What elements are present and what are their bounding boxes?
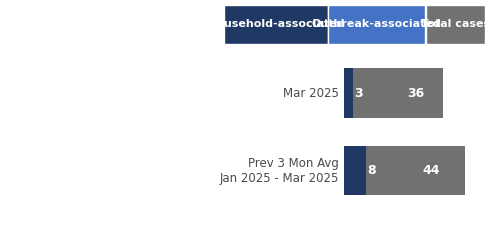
Bar [344,68,352,118]
Text: Mar 2025: Mar 2025 [283,87,339,100]
Bar [426,5,485,44]
Bar [328,5,425,44]
Text: 36: 36 [407,87,424,100]
Text: Household-associated: Household-associated [207,19,344,29]
Text: Prev 3 Mon Avg
Jan 2025 - Mar 2025: Prev 3 Mon Avg Jan 2025 - Mar 2025 [220,157,339,185]
Text: 44: 44 [422,164,440,177]
Bar [344,68,443,118]
Text: 3: 3 [354,87,363,100]
Text: 8: 8 [368,164,376,177]
Bar [344,146,465,195]
Bar [344,146,366,195]
Text: Total cases: Total cases [421,19,490,29]
Bar [224,5,328,44]
Text: Outbreak-associated: Outbreak-associated [312,19,441,29]
